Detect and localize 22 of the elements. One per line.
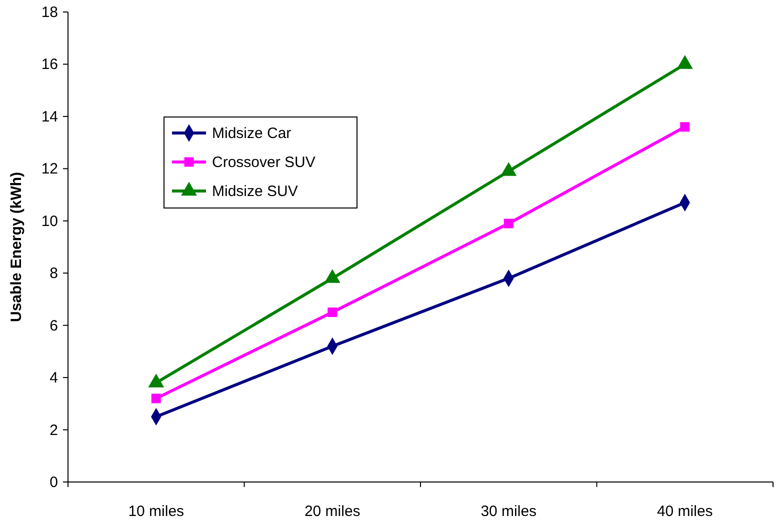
y-tick-label: 0 — [50, 474, 58, 491]
y-tick-label: 2 — [50, 422, 58, 439]
legend-label: Crossover SUV — [212, 154, 316, 171]
legend-label: Midsize SUV — [212, 183, 298, 200]
point — [151, 394, 161, 404]
x-tick-label: 10 miles — [128, 503, 184, 520]
y-tick-label: 8 — [50, 265, 58, 282]
y-tick-label: 12 — [41, 160, 58, 178]
x-tick-label: 30 miles — [480, 503, 537, 520]
y-tick-label: 4 — [50, 370, 58, 387]
point — [680, 122, 690, 132]
y-tick-label: 6 — [50, 317, 58, 334]
y-tick-label: 18 — [41, 4, 58, 21]
y-axis-title: Usable Energy (kWh) — [8, 172, 25, 322]
y-tick-label: 14 — [41, 108, 58, 126]
y-tick-label: 10 — [41, 212, 58, 230]
x-tick-label: 20 miles — [304, 503, 360, 520]
point — [328, 308, 338, 318]
point — [504, 218, 514, 228]
x-tick-label: 40 miles — [656, 503, 713, 520]
legend-label: Midsize Car — [212, 125, 292, 142]
y-tick-label: 16 — [41, 56, 58, 74]
